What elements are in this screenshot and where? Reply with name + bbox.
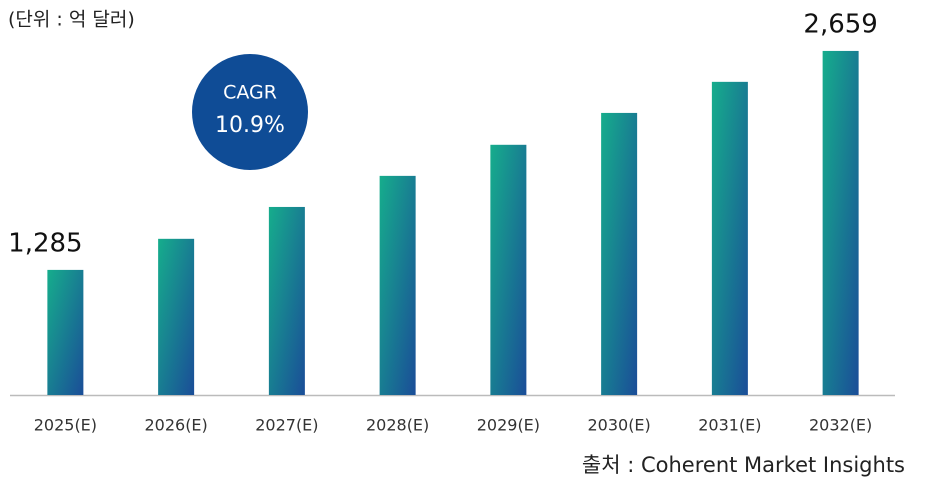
bar: [47, 269, 84, 395]
x-tick-label: 2030(E): [587, 416, 650, 435]
unit-note: (단위 : 억 달러): [8, 9, 135, 31]
cagr-label: CAGR: [223, 82, 277, 104]
bar: [601, 112, 638, 395]
x-tick-label: 2026(E): [144, 416, 207, 435]
x-tick-label: 2027(E): [255, 416, 318, 435]
x-tick-label: 2025(E): [34, 416, 97, 435]
x-tick-label: 2029(E): [477, 416, 540, 435]
bar: [379, 175, 416, 395]
source: 출처 : Coherent Market Insights: [582, 453, 905, 477]
bar: [158, 238, 195, 395]
x-tick-label: 2031(E): [698, 416, 761, 435]
bar: [490, 144, 527, 395]
bar: [268, 206, 305, 395]
x-tick-label: 2032(E): [809, 416, 872, 435]
value-label: 1,285: [8, 228, 82, 258]
bar: [822, 50, 859, 396]
x-tick-label: 2028(E): [366, 416, 429, 435]
bar: [711, 81, 748, 395]
cagr-value: 10.9%: [215, 113, 285, 138]
value-label: 2,659: [803, 9, 877, 39]
cagr-badge: [192, 54, 308, 170]
